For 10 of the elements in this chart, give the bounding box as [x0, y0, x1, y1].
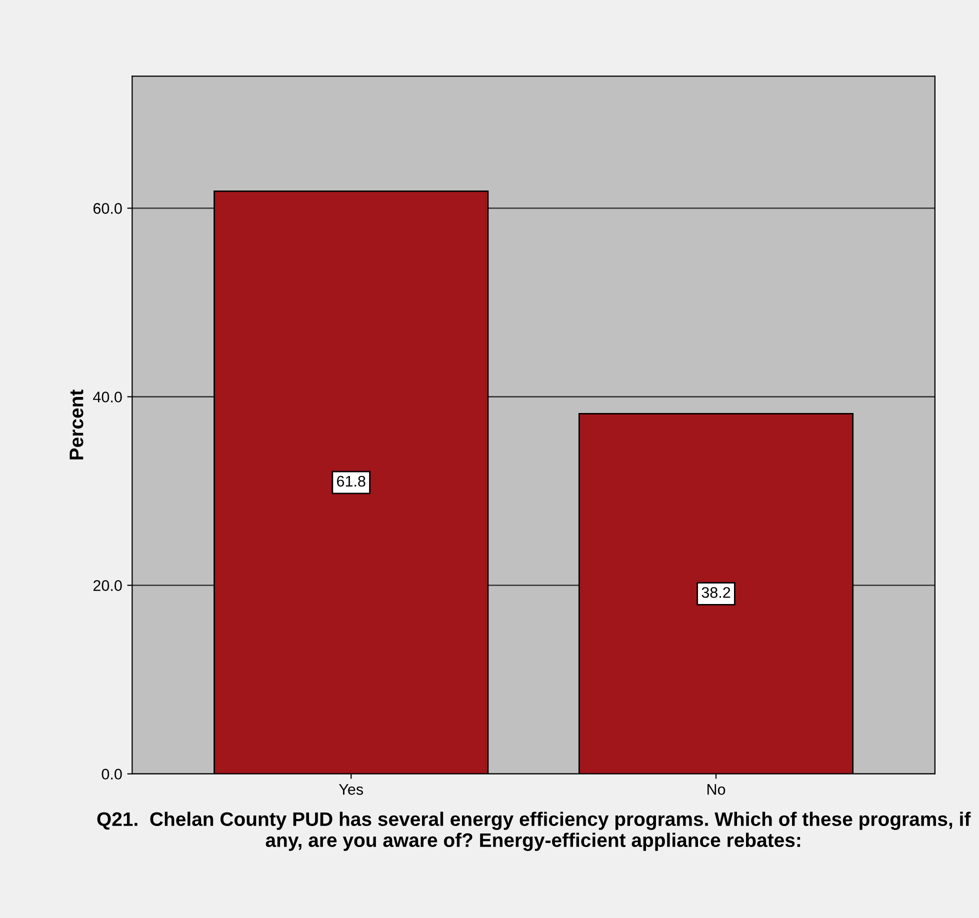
y-axis-title: Percent	[70, 390, 84, 460]
y-tick-label: 0.0	[102, 768, 122, 780]
y-tick-label: 40.0	[93, 392, 122, 402]
data-label: 38.2	[702, 587, 730, 598]
y-tick-label: 20.0	[93, 580, 122, 591]
y-tick-label: 60.0	[93, 203, 122, 214]
x-tick-label: No	[707, 784, 726, 795]
x-axis-title: Q21. Chelan County PUD has several energy efficiency programs. Which of these programs, if any, are you aware of? Energy-efficient appliance rebates:	[97, 812, 971, 851]
x-tick-label: Yes	[338, 784, 364, 795]
data-label: 61.8	[337, 476, 366, 487]
